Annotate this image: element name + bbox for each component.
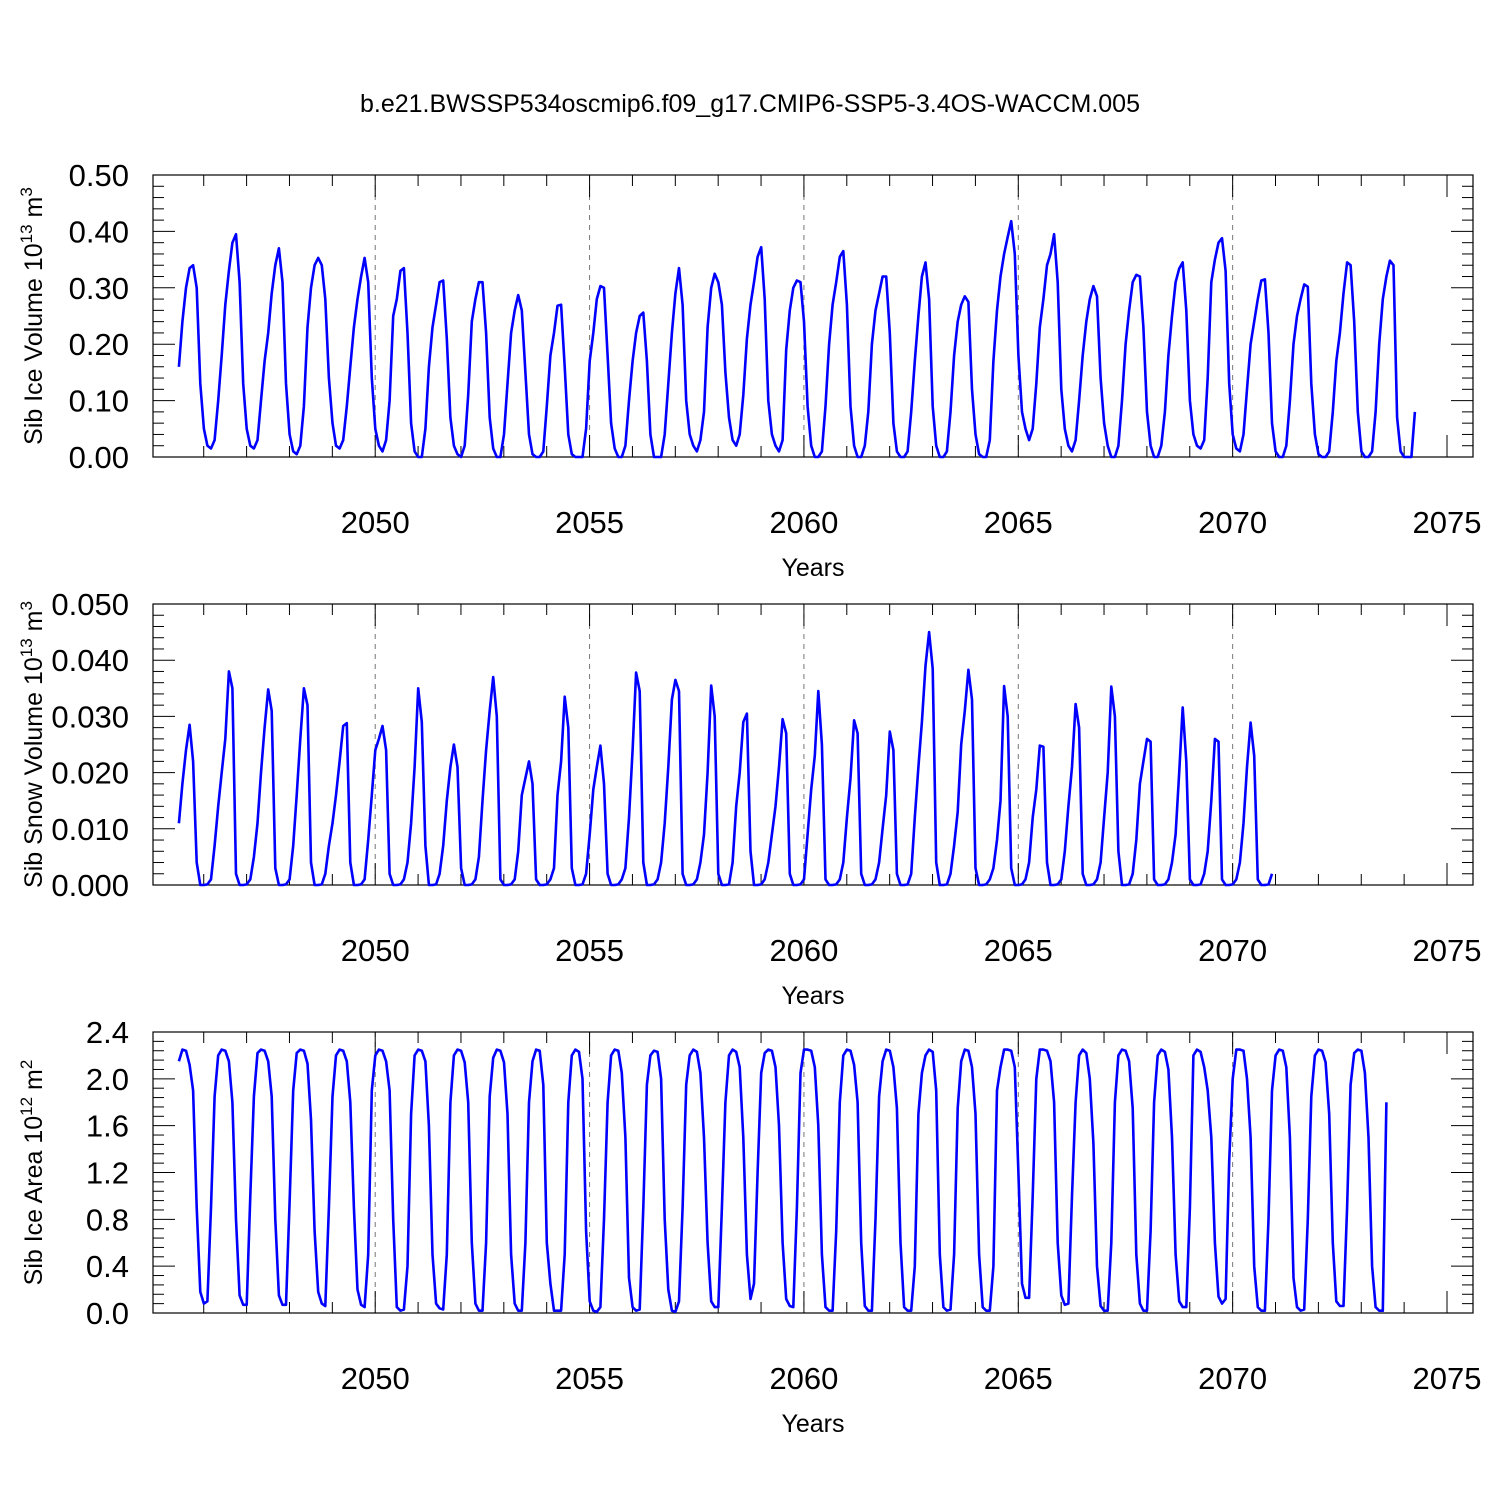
y-tick-label: 0.30 [69, 271, 129, 306]
x-tick-label: 2050 [341, 505, 410, 540]
x-tick-label: 2075 [1413, 933, 1482, 968]
x-axis-title: Years [781, 554, 844, 582]
series-line-ice-volume [177, 219, 1417, 459]
y-axis-title: Sib Snow Volume 1013 m3 [17, 601, 48, 888]
x-tick-label: 2065 [984, 1361, 1053, 1396]
x-tick-label: 2065 [984, 933, 1053, 968]
panel-ice-volume: 0.00 0.10 0.20 0.30 0.40 0.50 2050 2055 2060 2065… [17, 158, 1481, 582]
x-tick-label: 2055 [555, 933, 624, 968]
figure-title: b.e21.BWSSP534oscmip6.f09_g17.CMIP6-SSP5… [360, 90, 1140, 118]
x-tick-label: 2055 [555, 505, 624, 540]
x-tick-label: 2060 [769, 505, 838, 540]
y-tick-label: 2.0 [86, 1062, 129, 1097]
panel-snow-volume: 0.000 0.010 0.020 0.030 0.040 0.050 2050 2055 20… [17, 587, 1481, 1010]
panel-ice-area: 0.0 0.4 0.8 1.2 1.6 2.0 2.4 2050 2055 2060 2065 207… [17, 1015, 1481, 1438]
y-tick-label: 0.010 [51, 812, 129, 847]
x-tick-label: 2060 [769, 933, 838, 968]
x-tick-label: 2070 [1198, 933, 1267, 968]
x-tick-label: 2060 [769, 1361, 838, 1396]
x-tick-label: 2050 [341, 1361, 410, 1396]
x-tick-label: 2070 [1198, 505, 1267, 540]
y-tick-label: 1.2 [86, 1156, 129, 1191]
y-tick-label: 0.0 [86, 1296, 129, 1331]
series-line-snow-volume [177, 630, 1274, 887]
y-tick-label: 0.020 [51, 756, 129, 791]
y-tick-label: 0.000 [51, 868, 129, 903]
y-tick-label: 0.8 [86, 1202, 129, 1237]
panels: 0.00 0.10 0.20 0.30 0.40 0.50 2050 2055 2060 2065… [17, 158, 1481, 1438]
plot-frame [152, 174, 1474, 458]
x-axis-title: Years [781, 1410, 844, 1438]
y-tick-label: 0.40 [69, 214, 129, 249]
x-tick-label: 2075 [1413, 1361, 1482, 1396]
x-tick-label: 2065 [984, 505, 1053, 540]
y-tick-label: 0.050 [51, 587, 129, 622]
y-tick-label: 0.4 [86, 1249, 129, 1284]
plot-frame [152, 1031, 1474, 1314]
y-tick-label: 0.030 [51, 699, 129, 734]
plot-frame [152, 603, 1474, 886]
y-tick-label: 0.10 [69, 384, 129, 419]
y-tick-label: 2.4 [86, 1015, 129, 1050]
y-tick-label: 0.040 [51, 643, 129, 678]
y-tick-label: 0.50 [69, 158, 129, 193]
series-line-ice-area [177, 1048, 1388, 1314]
x-tick-label: 2055 [555, 1361, 624, 1396]
x-tick-label: 2075 [1413, 505, 1482, 540]
x-axis-title: Years [781, 982, 844, 1010]
y-tick-label: 0.20 [69, 327, 129, 362]
y-axis-title: Sib Ice Area 1012 m2 [17, 1060, 48, 1286]
x-tick-label: 2050 [341, 933, 410, 968]
y-tick-label: 0.00 [69, 440, 129, 475]
x-tick-label: 2070 [1198, 1361, 1267, 1396]
y-tick-label: 1.6 [86, 1109, 129, 1144]
y-axis-title: Sib Ice Volume 1013 m3 [17, 187, 48, 445]
